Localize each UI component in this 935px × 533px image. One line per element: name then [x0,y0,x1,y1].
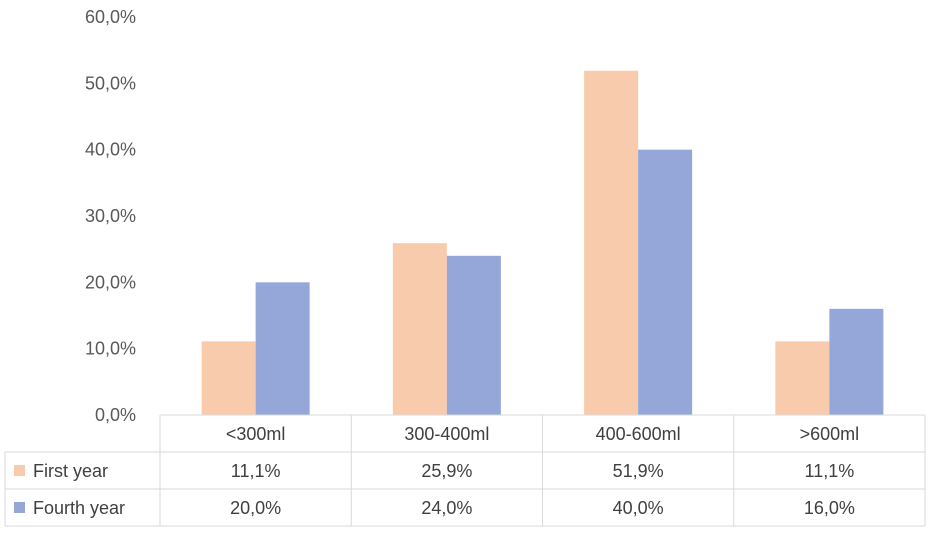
legend-swatch [14,465,25,476]
y-tick-label: 20,0% [85,272,136,292]
bar-first-year [584,70,639,415]
y-tick-label: 60,0% [85,7,136,27]
data-label: 24,0% [421,498,472,518]
bar-fourth-year [829,308,884,415]
data-label: 20,0% [230,498,281,518]
bar-fourth-year [255,282,310,415]
data-label: 25,9% [421,461,472,481]
category-label: 300-400ml [404,424,489,444]
data-table: <300ml 300-400ml 400-600ml >600ml First year… [4,414,926,527]
category-label: >600ml [800,424,860,444]
category-label: <300ml [226,424,286,444]
data-label: 51,9% [613,461,664,481]
data-label: 40,0% [613,498,664,518]
legend-label: First year [33,461,108,481]
bars [201,70,884,415]
category-label: 400-600ml [596,424,681,444]
bar-first-year [775,341,830,415]
y-tick-label: 50,0% [85,73,136,93]
y-tick-label: 40,0% [85,140,136,160]
y-tick-label: 0,0% [95,405,136,425]
y-axis: 0,0% 10,0% 20,0% 30,0% 40,0% 50,0% 60,0% [85,7,136,425]
legend-swatch [14,502,25,513]
data-label: 16,0% [804,498,855,518]
bar-fourth-year [446,255,501,415]
legend-label: Fourth year [33,498,125,518]
data-label: 11,1% [805,461,855,481]
bar-first-year [201,341,256,415]
y-tick-label: 30,0% [85,206,136,226]
bar-first-year [392,243,447,415]
y-tick-label: 10,0% [85,339,136,359]
bar-fourth-year [638,149,693,415]
data-label: 11,1% [231,461,281,481]
